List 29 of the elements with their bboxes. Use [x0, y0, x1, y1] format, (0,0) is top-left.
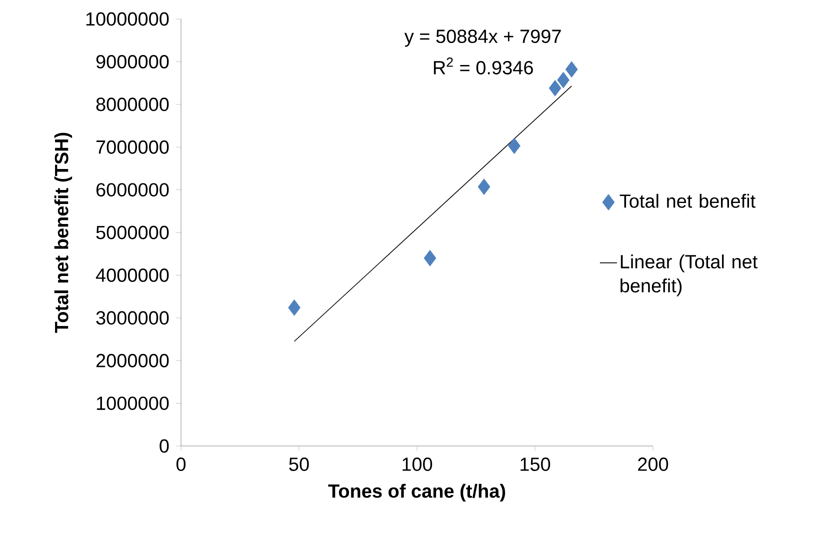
point [478, 178, 490, 196]
y-tick-label: 5000000 [96, 226, 169, 240]
y-tick-label: 3000000 [96, 311, 169, 325]
x-tick-label: 200 [638, 458, 668, 471]
point [548, 80, 562, 96]
point [288, 299, 300, 316]
point [565, 61, 578, 78]
annotation: y = 50884x + 7997 [404, 30, 561, 47]
point [424, 250, 436, 266]
x-tick-label: 100 [402, 458, 432, 471]
legend-label: Total net benefit [620, 194, 756, 208]
y-tick-label: 1000000 [96, 396, 169, 410]
y-tick-label: 2000000 [96, 354, 169, 368]
y-axis-title: Total net benefit (TSH) [54, 132, 72, 333]
y-tick-label: 8000000 [96, 98, 169, 112]
legend-label: Linear (Total net benefit) [620, 254, 758, 296]
x-tick-label: 150 [520, 458, 550, 471]
annotation: R$^{2}$ = 0.9346 [434, 57, 533, 74]
x-tick-label: 0 [176, 458, 186, 471]
y-tick-label: 10000000 [86, 12, 169, 26]
y-tick-label: 0 [160, 439, 169, 453]
x-axis-title: Tones of cane (t/ha) [328, 484, 506, 502]
x-tick-label: 50 [289, 458, 309, 471]
y-tick-label: 6000000 [96, 183, 169, 197]
y-tick-label: 7000000 [96, 140, 169, 154]
y-tick-label: 9000000 [96, 54, 169, 68]
y-tick-label: 4000000 [96, 268, 169, 282]
point [508, 138, 520, 154]
point [557, 72, 570, 88]
